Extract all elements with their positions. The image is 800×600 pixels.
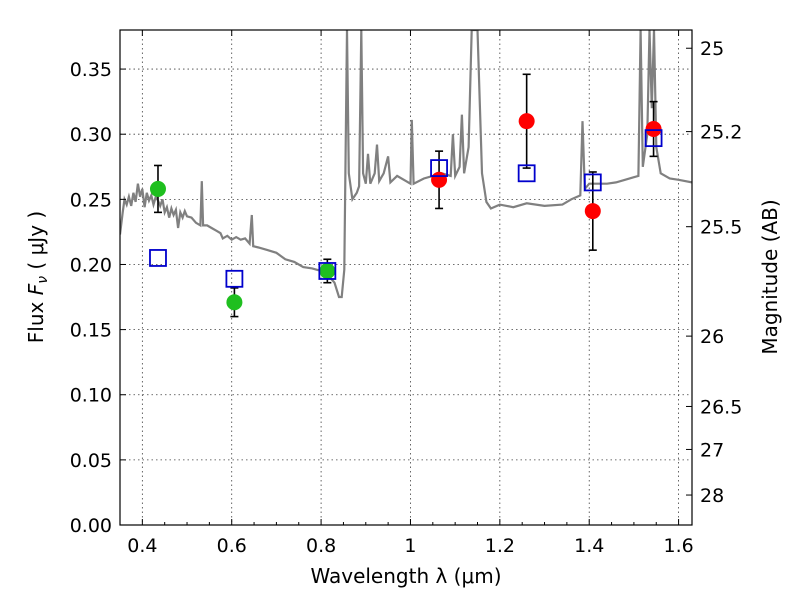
x-tick-label: 1.4 — [574, 535, 604, 557]
green-data-point — [226, 294, 243, 311]
y-tick-label: 0.35 — [70, 59, 112, 81]
y-label-unit: ( μJy ) — [24, 211, 48, 276]
y-tick-label: 0.00 — [70, 515, 112, 537]
model-photometry-square — [644, 129, 663, 148]
green-data-point — [319, 262, 336, 279]
x-axis-label: Wavelength λ (μm) — [310, 564, 501, 588]
x-tick-label: 0.8 — [306, 535, 336, 557]
y-tick-label: 0.10 — [70, 385, 112, 407]
y-label-flux-word: Flux — [24, 295, 48, 343]
magnitude-tick-label: 25.5 — [700, 217, 742, 239]
y-label-subscript: ν — [35, 276, 51, 284]
model-photometry-square — [517, 164, 536, 183]
red-data-point — [431, 171, 448, 188]
model-photometry-square — [318, 262, 337, 280]
magnitude-tick-label: 25.2 — [700, 122, 742, 144]
magnitude-tick-label: 25 — [700, 38, 724, 60]
points-layer — [149, 73, 663, 318]
magnitude-tick-label: 26 — [700, 326, 724, 348]
ticks-layer — [119, 30, 692, 526]
labels-layer: 0.4 0.6 0.8 1 1.2 1.4 1.6 0.00 0.05 0.10 0.15 0.20 0… — [70, 38, 743, 557]
y-label-symbol: F — [24, 283, 48, 295]
red-data-point — [645, 121, 662, 137]
y-tick-label: 0.30 — [70, 124, 112, 146]
x-tick-label: 1.6 — [663, 535, 693, 557]
model-photometry-square — [583, 173, 602, 192]
x-tick-label: 1.2 — [485, 535, 515, 557]
grid-layer — [120, 30, 692, 525]
spectrum-layer — [120, 30, 692, 299]
model-photometry-square — [225, 269, 244, 288]
magnitude-tick-label: 28 — [700, 485, 724, 507]
y-tick-label: 0.25 — [70, 189, 112, 211]
plot-frame — [119, 29, 693, 526]
model-photometry-square — [149, 249, 167, 267]
model-photometry-square — [430, 159, 448, 177]
y-axis-label-right: Magnitude (AB) — [758, 199, 782, 354]
magnitude-tick-label: 26.5 — [700, 396, 742, 418]
y-tick-label: 0.15 — [70, 320, 112, 342]
red-data-point — [518, 113, 535, 130]
green-data-point — [149, 180, 166, 197]
y-tick-label: 0.05 — [70, 450, 112, 472]
y-axis-label-left: Flux Fν ( μJy ) — [24, 211, 51, 343]
x-tick-label: 1 — [404, 535, 416, 557]
x-tick-label: 0.4 — [127, 535, 157, 557]
model-spectrum-line — [120, 30, 692, 299]
magnitude-tick-label: 27 — [700, 439, 724, 461]
red-data-point — [584, 203, 601, 220]
y-tick-label: 0.20 — [70, 254, 112, 276]
x-tick-label: 0.6 — [217, 535, 247, 557]
